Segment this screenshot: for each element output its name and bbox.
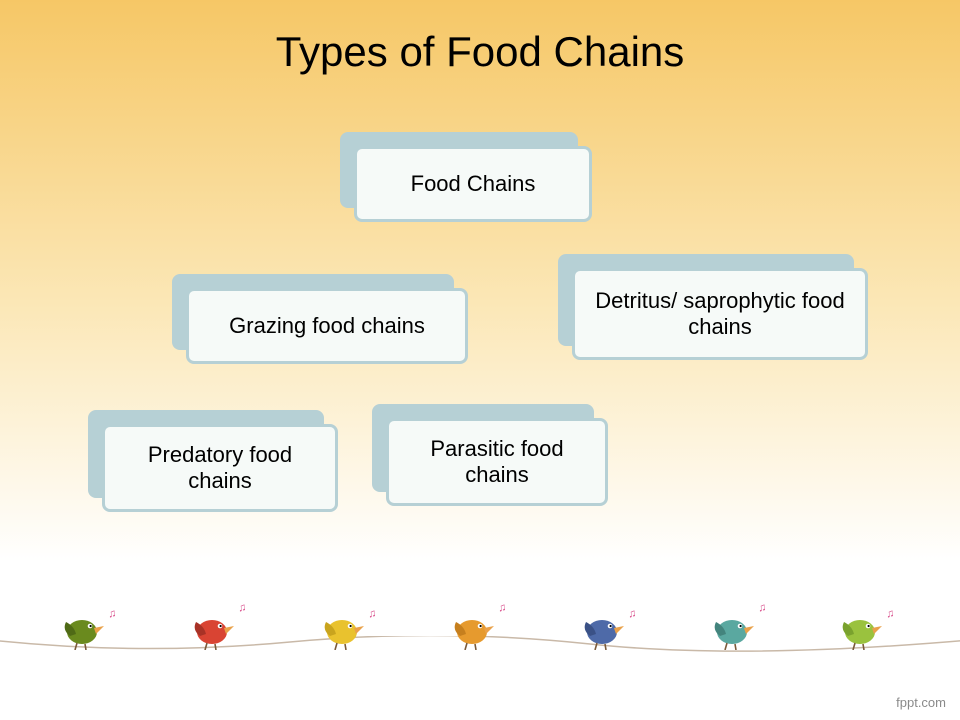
music-note-icon: ♫	[885, 607, 895, 620]
bird-icon	[580, 606, 626, 650]
bird-icon	[710, 606, 756, 650]
music-note-icon: ♫	[237, 601, 247, 614]
page-title: Types of Food Chains	[0, 28, 960, 76]
node-label: Detritus/ saprophytic food chains	[572, 268, 868, 360]
node-label: Parasitic food chains	[386, 418, 608, 506]
bird-icon	[320, 606, 366, 650]
node-label: Food Chains	[354, 146, 592, 222]
bird-icon	[450, 606, 496, 650]
node-detritus: Detritus/ saprophytic food chains	[558, 254, 868, 360]
music-note-icon: ♫	[627, 607, 637, 620]
music-note-icon: ♫	[497, 601, 507, 614]
music-note-icon: ♫	[757, 601, 767, 614]
node-predatory: Predatory food chains	[88, 410, 338, 512]
music-note-icon: ♫	[367, 607, 377, 620]
node-label: Predatory food chains	[102, 424, 338, 512]
bird-icon	[838, 606, 884, 650]
music-note-icon: ♫	[107, 607, 117, 620]
slide-canvas: Types of Food Chains Food Chains Grazing …	[0, 0, 960, 720]
birds-decoration: ♫ ♫ ♫ ♫ ♫ ♫ ♫	[0, 590, 960, 680]
bird-icon	[60, 606, 106, 650]
node-root: Food Chains	[340, 132, 592, 222]
node-grazing: Grazing food chains	[172, 274, 468, 364]
node-label: Grazing food chains	[186, 288, 468, 364]
bird-icon	[190, 606, 236, 650]
watermark: fppt.com	[896, 695, 946, 710]
node-parasitic: Parasitic food chains	[372, 404, 608, 506]
